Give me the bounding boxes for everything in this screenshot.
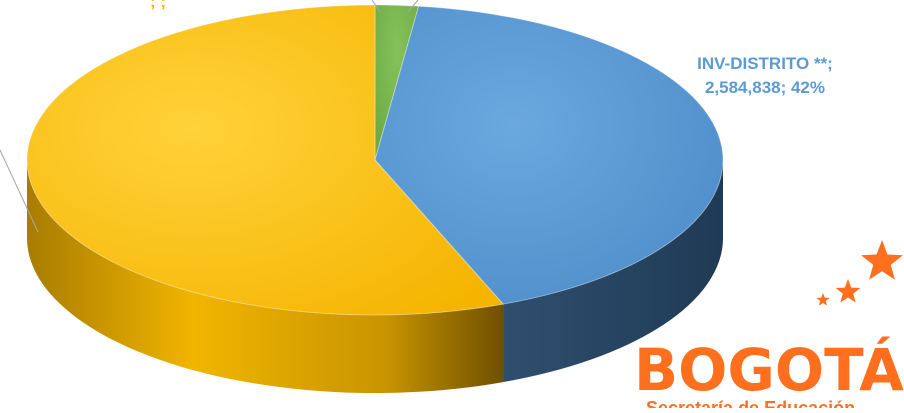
slice-inv-distrito xyxy=(374,5,724,305)
leader-line-yellow xyxy=(0,149,39,233)
slice-yellow-side xyxy=(27,160,504,393)
logo-wordmark: BOGOTÁ xyxy=(634,335,904,404)
slice-yellow xyxy=(26,4,505,316)
logo-star-large xyxy=(861,240,903,280)
logo-star-medium xyxy=(835,279,861,303)
data-label-green: ; ; xyxy=(150,0,166,14)
logo-star-small xyxy=(816,293,830,306)
leader-line-green-right xyxy=(407,0,419,13)
leader-line-green-left xyxy=(371,0,381,13)
data-label-inv-distrito: INV-DISTRITO **; 2,584,838; 42% xyxy=(640,52,890,100)
leader-lines xyxy=(0,0,419,233)
logo-subtitle: Secretaría de Educación xyxy=(646,398,855,408)
slice-inv-distrito-side xyxy=(503,160,723,383)
data-label-green-text: ; ; xyxy=(150,0,167,11)
pie-sides xyxy=(27,160,723,393)
data-label-inv-distrito-line2: 2,584,838; 42% xyxy=(704,78,826,97)
data-label-inv-distrito-line1: INV-DISTRITO **; xyxy=(697,54,833,73)
pie-tops xyxy=(26,4,724,316)
